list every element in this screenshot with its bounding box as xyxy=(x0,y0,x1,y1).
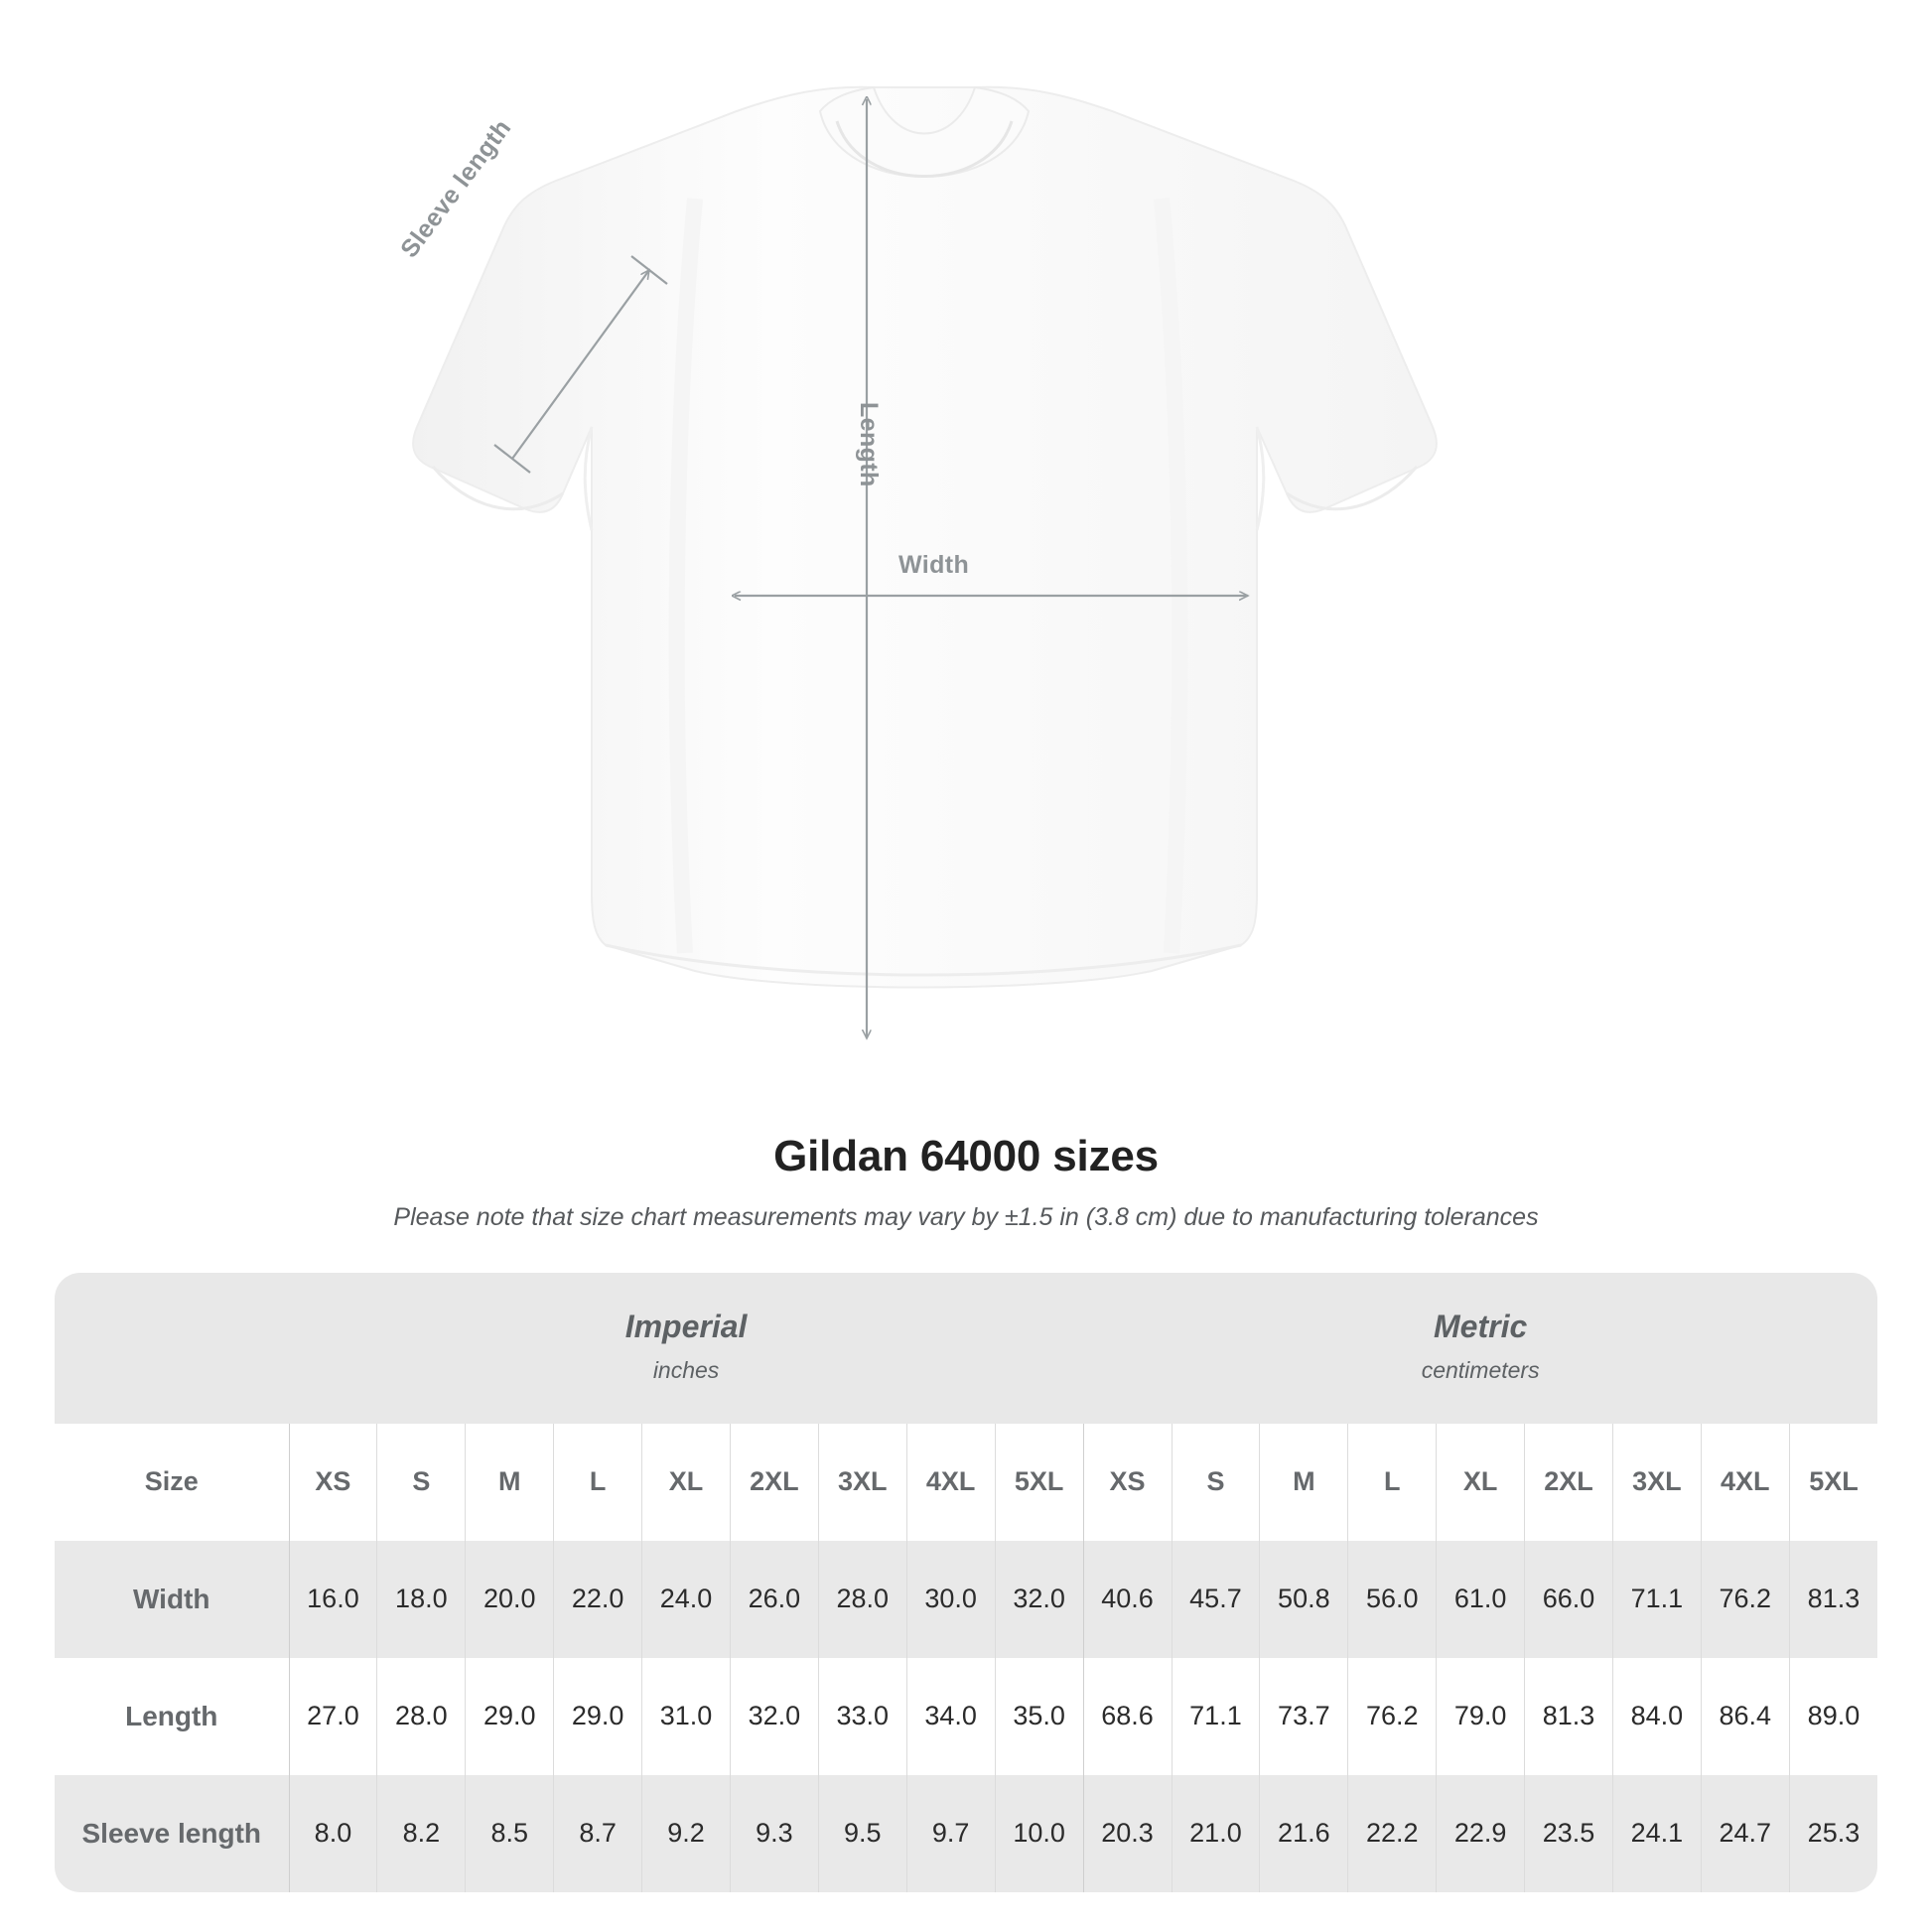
size-column-header: S xyxy=(376,1423,466,1541)
row-label-width: Width xyxy=(55,1540,289,1658)
metric-unit-header: Metric centimeters xyxy=(1083,1273,1877,1424)
measurement-cell: 8.0 xyxy=(288,1774,377,1892)
unit-header-blank xyxy=(55,1273,289,1424)
measurement-cell: 8.2 xyxy=(376,1774,466,1892)
measurement-cell: 26.0 xyxy=(729,1540,819,1658)
length-label: Length xyxy=(855,402,883,487)
size-column-header: L xyxy=(1347,1423,1437,1541)
size-column-header: XS xyxy=(1082,1423,1172,1541)
measurement-cell: 68.6 xyxy=(1082,1657,1172,1775)
measurement-cell: 71.1 xyxy=(1611,1540,1702,1658)
measurement-cell: 79.0 xyxy=(1436,1657,1525,1775)
measurement-cell: 30.0 xyxy=(905,1540,996,1658)
size-column-header: 2XL xyxy=(729,1423,819,1541)
measurement-cell: 8.7 xyxy=(553,1774,642,1892)
measurement-cell: 27.0 xyxy=(288,1657,377,1775)
size-header-row: Size XS S M L XL 2XL 3XL 4XL 5XL XS S M L XL 2XL 3XL 4XL 5… xyxy=(55,1423,1877,1541)
measurement-cell: 45.7 xyxy=(1171,1540,1260,1658)
size-table-card: Imperial inches Metric centimeters Size X… xyxy=(55,1273,1877,1892)
size-table-body: Size XS S M L XL 2XL 3XL 4XL 5XL XS S M L XL 2XL 3XL 4XL 5… xyxy=(55,1423,1877,1892)
measurement-cell: 24.7 xyxy=(1700,1774,1790,1892)
measurement-cell: 32.0 xyxy=(729,1657,819,1775)
row-label-sleeve-length: Sleeve length xyxy=(55,1774,289,1892)
table-row: Width 16.0 18.0 20.0 22.0 24.0 26.0 28.0 30.0 32.… xyxy=(55,1540,1877,1658)
measurement-cell: 28.0 xyxy=(376,1657,466,1775)
measurement-cell: 76.2 xyxy=(1700,1540,1790,1658)
imperial-unit-header: Imperial inches xyxy=(289,1273,1084,1424)
measurement-cell: 10.0 xyxy=(994,1774,1084,1892)
measurement-cell: 9.3 xyxy=(729,1774,819,1892)
size-column-header: 4XL xyxy=(1700,1423,1790,1541)
measurement-cell: 22.9 xyxy=(1436,1774,1525,1892)
tshirt-measurement-diagram: Sleeve length Length Width xyxy=(395,85,1438,1107)
measurement-cell: 20.0 xyxy=(465,1540,554,1658)
measurement-cell: 35.0 xyxy=(994,1657,1084,1775)
measurement-cell: 24.0 xyxy=(641,1540,731,1658)
size-column-header: 2XL xyxy=(1524,1423,1613,1541)
measurement-cell: 22.2 xyxy=(1347,1774,1437,1892)
measurement-cell: 9.5 xyxy=(817,1774,907,1892)
measurement-cell: 86.4 xyxy=(1700,1657,1790,1775)
page-title: Gildan 64000 sizes xyxy=(773,1132,1159,1180)
measurement-cell: 21.0 xyxy=(1171,1774,1260,1892)
measurement-cell: 24.1 xyxy=(1611,1774,1702,1892)
size-column-header: XL xyxy=(1436,1423,1525,1541)
size-column-header: 5XL xyxy=(994,1423,1084,1541)
size-column-header: XL xyxy=(641,1423,731,1541)
measurement-cell: 29.0 xyxy=(465,1657,554,1775)
measurement-cell: 89.0 xyxy=(1788,1657,1877,1775)
measurement-cell: 28.0 xyxy=(817,1540,907,1658)
row-label-size: Size xyxy=(55,1423,289,1541)
row-label-length: Length xyxy=(55,1657,289,1775)
measurement-cell: 21.6 xyxy=(1259,1774,1348,1892)
measurement-cell: 71.1 xyxy=(1171,1657,1260,1775)
measurement-guides xyxy=(493,99,1248,1038)
measurement-cell: 81.3 xyxy=(1524,1657,1613,1775)
measurement-cell: 18.0 xyxy=(376,1540,466,1658)
size-column-header: 3XL xyxy=(1611,1423,1702,1541)
measurement-cell: 16.0 xyxy=(288,1540,377,1658)
size-column-header: L xyxy=(553,1423,642,1541)
unit-header-row: Imperial inches Metric centimeters xyxy=(55,1273,1877,1424)
measurement-cell: 56.0 xyxy=(1347,1540,1437,1658)
measurement-cell: 9.7 xyxy=(905,1774,996,1892)
size-column-header: 4XL xyxy=(905,1423,996,1541)
size-column-header: S xyxy=(1171,1423,1260,1541)
measurement-cell: 23.5 xyxy=(1524,1774,1613,1892)
size-column-header: M xyxy=(465,1423,554,1541)
measurement-cell: 20.3 xyxy=(1082,1774,1172,1892)
measurement-cell: 34.0 xyxy=(905,1657,996,1775)
size-column-header: M xyxy=(1259,1423,1348,1541)
measurement-cell: 73.7 xyxy=(1259,1657,1348,1775)
measurement-cell: 76.2 xyxy=(1347,1657,1437,1775)
tshirt-graphic xyxy=(412,85,1438,989)
measurement-cell: 8.5 xyxy=(465,1774,554,1892)
size-table: Imperial inches Metric centimeters Size X… xyxy=(55,1273,1877,1892)
measurement-cell: 50.8 xyxy=(1259,1540,1348,1658)
measurement-cell: 61.0 xyxy=(1436,1540,1525,1658)
measurement-cell: 81.3 xyxy=(1788,1540,1877,1658)
size-column-header: 3XL xyxy=(817,1423,907,1541)
measurement-cell: 32.0 xyxy=(994,1540,1084,1658)
measurement-cell: 40.6 xyxy=(1082,1540,1172,1658)
measurement-cell: 84.0 xyxy=(1611,1657,1702,1775)
size-column-header: XS xyxy=(288,1423,377,1541)
size-column-header: 5XL xyxy=(1788,1423,1877,1541)
width-label: Width xyxy=(898,551,970,579)
measurement-cell: 66.0 xyxy=(1524,1540,1613,1658)
tolerance-note: Please note that size chart measurements… xyxy=(393,1203,1539,1231)
measurement-cell: 31.0 xyxy=(641,1657,731,1775)
chart-heading: Gildan 64000 sizes Please note that size… xyxy=(0,1132,1932,1232)
measurement-cell: 25.3 xyxy=(1788,1774,1877,1892)
table-row: Length 27.0 28.0 29.0 29.0 31.0 32.0 33.0 34.0 35… xyxy=(55,1657,1877,1775)
measurement-cell: 22.0 xyxy=(553,1540,642,1658)
measurement-cell: 33.0 xyxy=(817,1657,907,1775)
measurement-cell: 29.0 xyxy=(553,1657,642,1775)
table-row: Sleeve length 8.0 8.2 8.5 8.7 9.2 9.3 9.5 9.7 10.… xyxy=(55,1774,1877,1892)
measurement-cell: 9.2 xyxy=(641,1774,731,1892)
